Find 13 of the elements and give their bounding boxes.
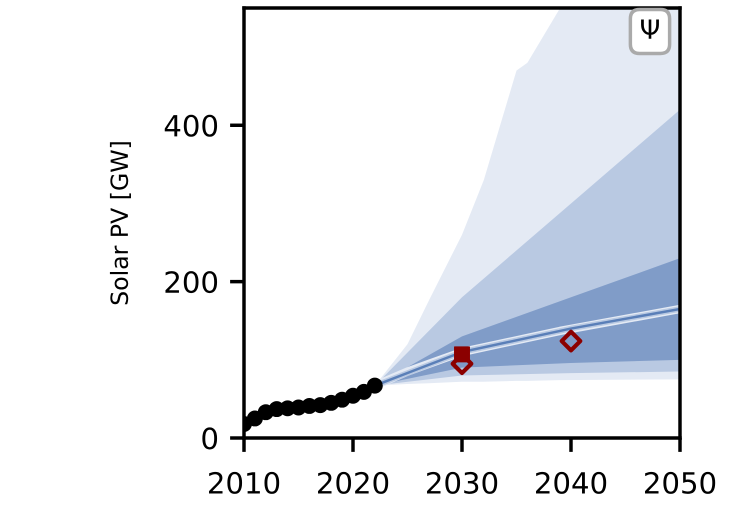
x-tick-label: 2030 [427,472,498,494]
point [246,410,263,426]
y-tick-label: 0 [202,427,218,450]
point [366,378,383,394]
y-tick-label: 200 [165,271,218,294]
x-tick-label: 2050 [645,472,716,494]
x-tick-label: 2040 [536,472,606,494]
y-tick-label: 400 [164,114,218,137]
x-tick-label: 2020 [318,472,388,494]
y-axis-title: Solar PV [GW] [110,142,131,304]
annotation: Ψ [641,20,659,39]
x-tick-label: 2010 [209,472,280,494]
point [560,330,582,352]
